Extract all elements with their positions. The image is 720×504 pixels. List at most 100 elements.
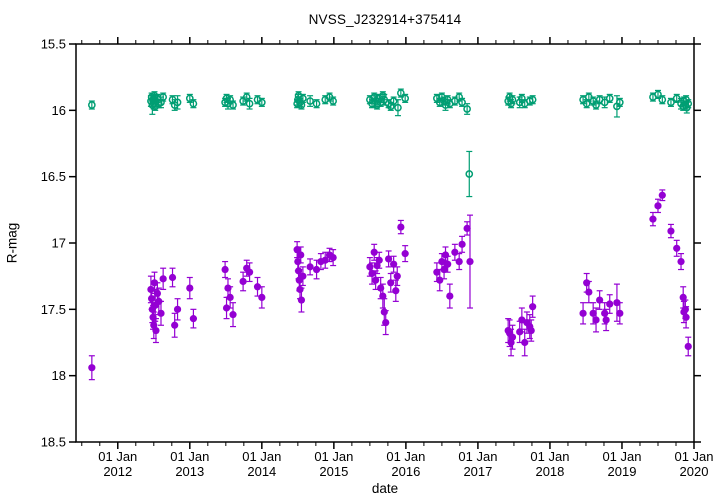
data-point [616, 309, 624, 317]
x-axis-label: date [371, 481, 399, 496]
data-point [684, 99, 693, 108]
x-tick-label-year: 2015 [319, 464, 348, 479]
y-tick-label: 16.5 [41, 169, 66, 184]
data-point [245, 268, 254, 276]
x-tick-label-day: 01 Jan [674, 449, 713, 464]
data-point [508, 95, 517, 104]
data-point [387, 279, 395, 287]
data-point [658, 95, 667, 104]
data-point [159, 275, 167, 283]
data-point [606, 300, 614, 308]
x-tick-label-day: 01 Jan [386, 449, 425, 464]
data-point [297, 251, 305, 259]
data-point [527, 326, 535, 335]
x-tick-label-year: 2019 [608, 464, 637, 479]
data-point [392, 287, 400, 295]
data-point [312, 265, 321, 274]
data-point [579, 309, 587, 317]
data-point [245, 99, 254, 108]
data-point [436, 276, 444, 284]
data-point [242, 93, 251, 101]
data-point [168, 273, 177, 282]
data-point [153, 289, 161, 298]
x-tick-label-day: 01 Jan [602, 449, 641, 464]
data-point [226, 293, 234, 301]
data-point [189, 99, 198, 108]
data-point [654, 90, 662, 99]
data-point [589, 309, 597, 317]
data-point [615, 98, 624, 107]
series-comparison [87, 88, 693, 198]
data-point [389, 97, 398, 105]
x-tick-label-day: 01 Jan [458, 449, 497, 464]
data-point [299, 272, 307, 280]
data-point [173, 305, 182, 313]
data-point [682, 313, 690, 321]
axes-minor-ticks [81, 40, 677, 446]
data-point [382, 319, 390, 327]
data-point [173, 98, 182, 107]
data-point [171, 321, 179, 329]
data-point [605, 94, 614, 103]
data-point [394, 103, 402, 112]
data-point [329, 253, 337, 262]
x-tick-label-year: 2020 [680, 464, 709, 479]
data-point [368, 269, 376, 278]
data-point [444, 260, 452, 268]
x-tick-label-day: 01 Jan [170, 449, 209, 464]
series-target [88, 189, 692, 381]
data-point [296, 285, 304, 294]
data-point [329, 97, 337, 105]
data-point [529, 303, 537, 311]
data-point [397, 223, 405, 231]
data-point [157, 309, 165, 317]
data-point [684, 342, 692, 351]
x-tick-label-day: 01 Jan [314, 449, 353, 464]
data-point [297, 296, 306, 304]
data-point [293, 246, 301, 254]
data-point [401, 94, 410, 103]
data-point [463, 105, 471, 113]
data-point [189, 315, 198, 323]
data-point [379, 292, 387, 300]
data-point [148, 295, 156, 303]
data-point [393, 272, 401, 280]
data-point [299, 94, 307, 103]
data-point [152, 326, 160, 335]
data-point [673, 244, 681, 252]
data-point [585, 288, 593, 296]
data-point [463, 224, 471, 233]
data-point [592, 101, 600, 109]
data-point [186, 284, 194, 292]
y-tick-label: 18 [52, 368, 66, 383]
data-point [253, 283, 262, 291]
x-tick-label-year: 2013 [175, 464, 204, 479]
data-point [458, 240, 466, 248]
data-point [446, 292, 454, 300]
data-point [396, 89, 405, 97]
data-point [658, 191, 666, 199]
data-point [229, 311, 237, 319]
data-point [239, 277, 247, 286]
data-point [451, 248, 459, 256]
data-point [372, 276, 380, 284]
data-point [88, 364, 96, 372]
data-point [222, 304, 231, 312]
data-point [649, 215, 657, 223]
chart-title: NVSS_J232914+375414 [308, 12, 462, 27]
data-point [306, 263, 314, 271]
x-tick-label-day: 01 Jan [530, 449, 569, 464]
data-point [229, 101, 237, 109]
data-point [375, 256, 383, 264]
data-point [667, 227, 675, 235]
data-point [465, 170, 474, 178]
y-tick-label: 18.5 [41, 435, 66, 450]
x-tick-label-year: 2018 [535, 464, 564, 479]
data-point [370, 248, 378, 256]
data-point [312, 99, 321, 108]
data-point [380, 308, 388, 316]
data-point [370, 93, 379, 101]
data-point [87, 101, 96, 109]
